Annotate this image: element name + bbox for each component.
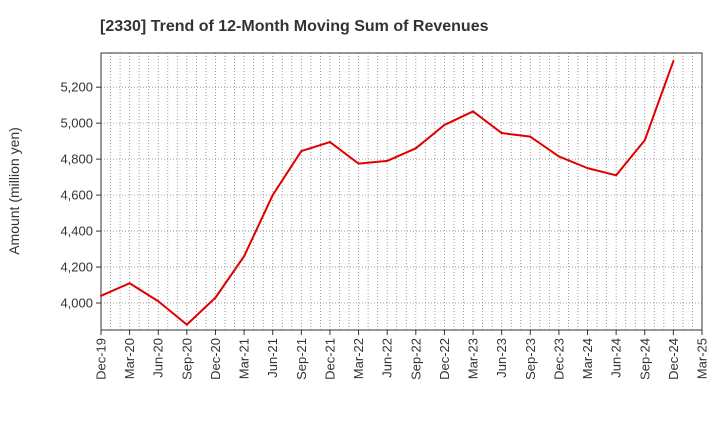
x-tick-label: Sep-24	[637, 338, 652, 380]
y-tick-label: 4,000	[60, 296, 93, 311]
y-axis-ticks: 4,000 4,200 4,400 4,600 4,800 5,000 5,200	[60, 80, 101, 311]
x-tick-label: Jun-21	[265, 338, 280, 378]
x-tick-label: Mar-24	[580, 338, 595, 379]
y-axis-label: Amount (million yen)	[6, 127, 22, 255]
y-tick-label: 4,200	[60, 260, 93, 275]
x-tick-label: Jun-23	[494, 338, 509, 378]
x-tick-label: Dec-20	[208, 338, 223, 380]
data-points	[100, 60, 675, 326]
x-tick-label: Mar-22	[351, 338, 366, 379]
x-tick-label: Sep-23	[523, 338, 538, 380]
x-tick-label: Sep-21	[294, 338, 309, 380]
x-tick-label: Mar-23	[466, 338, 481, 379]
x-tick-label: Jun-24	[609, 338, 624, 378]
series-line	[100, 60, 675, 326]
x-tick-label: Dec-22	[437, 338, 452, 380]
x-tick-label: Dec-21	[322, 338, 337, 380]
x-tick-label: Dec-24	[666, 338, 681, 380]
chart-title: [2330] Trend of 12-Month Moving Sum of R…	[100, 18, 489, 35]
y-tick-label: 4,600	[60, 188, 93, 203]
x-tick-label: Mar-20	[122, 338, 137, 379]
x-tick-label: Mar-25	[695, 338, 710, 379]
y-tick-label: 4,400	[60, 224, 93, 239]
x-tick-label: Dec-19	[94, 338, 109, 380]
y-tick-label: 5,200	[60, 80, 93, 95]
x-tick-label: Sep-22	[408, 338, 423, 380]
x-tick-label: Mar-21	[237, 338, 252, 379]
grid-lines	[100, 53, 703, 330]
x-tick-label: Dec-23	[551, 338, 566, 380]
plot-area	[100, 52, 703, 331]
y-tick-label: 4,800	[60, 152, 93, 167]
x-tick-label: Jun-20	[151, 338, 166, 378]
x-tick-label: Jun-22	[380, 338, 395, 378]
x-axis-ticks: Dec-19 Mar-20 Jun-20 Sep-20 Dec-20 Mar-21 Jun-…	[94, 330, 710, 380]
y-tick-label: 5,000	[60, 116, 93, 131]
x-tick-label: Sep-20	[179, 338, 194, 380]
